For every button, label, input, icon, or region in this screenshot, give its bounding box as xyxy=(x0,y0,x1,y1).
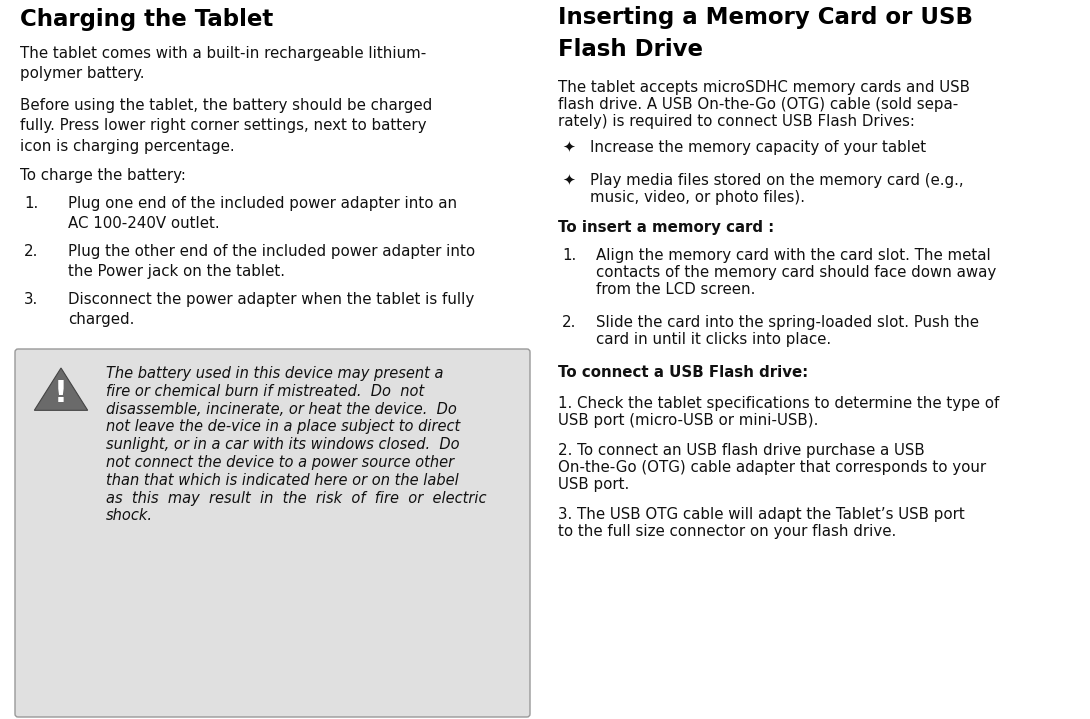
Text: The battery used in this device may present a: The battery used in this device may pres… xyxy=(106,366,444,381)
Text: 1.: 1. xyxy=(562,248,577,263)
Text: On-the-Go (OTG) cable adapter that corresponds to your: On-the-Go (OTG) cable adapter that corre… xyxy=(558,460,986,475)
Text: ✦: ✦ xyxy=(562,140,574,155)
Text: music, video, or photo files).: music, video, or photo files). xyxy=(590,190,806,205)
Text: Flash Drive: Flash Drive xyxy=(558,38,703,61)
Text: 3.: 3. xyxy=(24,292,38,307)
Text: contacts of the memory card should face down away: contacts of the memory card should face … xyxy=(596,265,996,280)
Text: Increase the memory capacity of your tablet: Increase the memory capacity of your tab… xyxy=(590,140,926,155)
Text: ✦: ✦ xyxy=(562,173,574,188)
Text: Play media files stored on the memory card (e.g.,: Play media files stored on the memory ca… xyxy=(590,173,964,188)
Text: sunlight, or in a car with its windows closed.  Do: sunlight, or in a car with its windows c… xyxy=(106,437,460,452)
Text: The tablet accepts microSDHC memory cards and USB: The tablet accepts microSDHC memory card… xyxy=(558,80,970,95)
FancyBboxPatch shape xyxy=(15,349,530,717)
Text: USB port (micro-USB or mini-USB).: USB port (micro-USB or mini-USB). xyxy=(558,413,819,428)
Text: Slide the card into the spring-loaded slot. Push the: Slide the card into the spring-loaded sl… xyxy=(596,315,979,330)
Text: !: ! xyxy=(54,379,68,408)
Text: To charge the battery:: To charge the battery: xyxy=(20,168,186,183)
Text: shock.: shock. xyxy=(106,508,153,523)
Text: 1.: 1. xyxy=(24,196,38,211)
Text: flash drive. A USB On-the-Go (OTG) cable (sold sepa-: flash drive. A USB On-the-Go (OTG) cable… xyxy=(558,97,958,112)
Text: 2.: 2. xyxy=(562,315,577,330)
Polygon shape xyxy=(34,368,87,411)
Text: disassemble, incinerate, or heat the device.  Do: disassemble, incinerate, or heat the dev… xyxy=(106,402,457,416)
Text: not connect the device to a power source other: not connect the device to a power source… xyxy=(106,455,455,470)
Text: Inserting a Memory Card or USB: Inserting a Memory Card or USB xyxy=(558,6,973,29)
Text: To connect a USB Flash drive:: To connect a USB Flash drive: xyxy=(558,365,808,380)
Text: to the full size connector on your flash drive.: to the full size connector on your flash… xyxy=(558,524,896,539)
Text: Before using the tablet, the battery should be charged
fully. Press lower right : Before using the tablet, the battery sho… xyxy=(20,98,433,154)
Text: not leave the de-vice in a place subject to direct: not leave the de-vice in a place subject… xyxy=(106,419,460,434)
Text: The tablet comes with a built-in rechargeable lithium-
polymer battery.: The tablet comes with a built-in recharg… xyxy=(20,46,426,81)
Text: 2.: 2. xyxy=(24,244,38,259)
Text: USB port.: USB port. xyxy=(558,477,629,492)
Text: Disconnect the power adapter when the tablet is fully
charged.: Disconnect the power adapter when the ta… xyxy=(68,292,474,327)
Text: Plug the other end of the included power adapter into
the Power jack on the tabl: Plug the other end of the included power… xyxy=(68,244,475,280)
Text: fire or chemical burn if mistreated.  Do  not: fire or chemical burn if mistreated. Do … xyxy=(106,384,424,399)
Text: card in until it clicks into place.: card in until it clicks into place. xyxy=(596,332,832,347)
Text: 2. To connect an USB flash drive purchase a USB: 2. To connect an USB flash drive purchas… xyxy=(558,443,924,458)
Text: 1. Check the tablet specifications to determine the type of: 1. Check the tablet specifications to de… xyxy=(558,396,1000,411)
Text: Align the memory card with the card slot. The metal: Align the memory card with the card slot… xyxy=(596,248,991,263)
Text: rately) is required to connect USB Flash Drives:: rately) is required to connect USB Flash… xyxy=(558,114,915,129)
Text: To insert a memory card :: To insert a memory card : xyxy=(558,220,774,235)
Text: Charging the Tablet: Charging the Tablet xyxy=(20,8,274,31)
Text: 3. The USB OTG cable will adapt the Tablet’s USB port: 3. The USB OTG cable will adapt the Tabl… xyxy=(558,507,965,522)
Text: from the LCD screen.: from the LCD screen. xyxy=(596,282,755,297)
Text: than that which is indicated here or on the label: than that which is indicated here or on … xyxy=(106,473,459,487)
Text: Plug one end of the included power adapter into an
AC 100-240V outlet.: Plug one end of the included power adapt… xyxy=(68,196,457,232)
Text: as  this  may  result  in  the  risk  of  fire  or  electric: as this may result in the risk of fire o… xyxy=(106,490,486,505)
